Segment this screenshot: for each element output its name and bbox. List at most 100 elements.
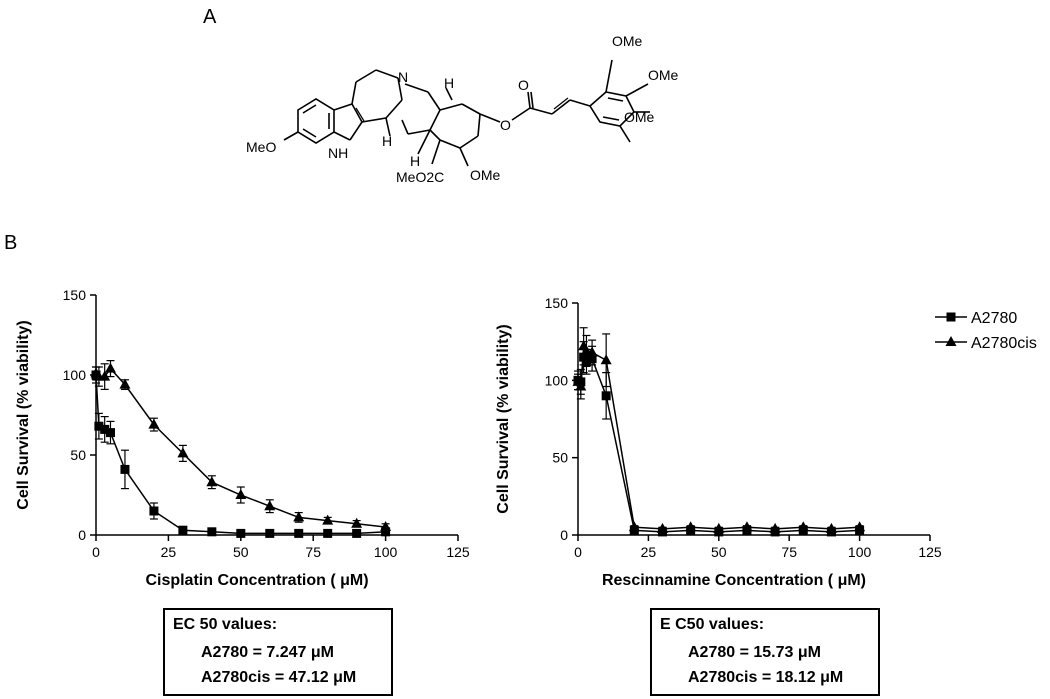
ec50-a2780cis-value: A2780cis = 18.12 μM [688, 669, 844, 686]
ec50-box-rescinnamine: E C50 values: A2780 = 15.73 μM A2780cis … [650, 608, 880, 696]
ec50-box-title: E C50 values: [660, 616, 765, 633]
data-point-triangle [322, 514, 334, 525]
chart-cisplatin: 0 50 100 150 0 25 50 75 100 125 Cisplatin Concentr… [15, 287, 470, 589]
molecule-bonds [283, 59, 650, 167]
data-point-triangle [104, 362, 116, 373]
series-a2780 [91, 366, 391, 538]
series-a2780cis [90, 360, 392, 531]
data-point-triangle [628, 521, 640, 532]
y-tick-label: 100 [545, 372, 569, 388]
x-axis-label: Cisplatin Concentration ( μM) [145, 572, 368, 589]
data-point-triangle [741, 521, 753, 532]
data-point-triangle [586, 346, 598, 357]
data-point-triangle [854, 521, 866, 532]
y-tick-label: 50 [70, 447, 86, 463]
x-tick-label: 75 [781, 544, 797, 560]
data-point-triangle [656, 522, 668, 533]
data-point-square [265, 528, 275, 538]
x-tick-label: 125 [918, 544, 942, 560]
y-tick-label: 50 [552, 450, 568, 466]
data-point-square [105, 428, 115, 438]
data-point-triangle [825, 522, 837, 533]
data-point-triangle [769, 522, 781, 533]
y-tick-label: 100 [63, 367, 87, 383]
atom-label-meo: MeO [246, 139, 276, 155]
data-point-square [323, 528, 333, 538]
atom-label-h-1: H [444, 75, 454, 91]
data-point-triangle [600, 354, 612, 365]
data-point-square [100, 424, 110, 434]
series-a2780cis [572, 327, 866, 533]
ec50-a2780cis-value: A2780cis = 47.12 μM [201, 669, 357, 686]
ec50-box-cisplatin: EC 50 values: A2780 = 7.247 μM A2780cis … [163, 608, 393, 696]
atom-label-ome-top: OMe [612, 33, 643, 49]
x-tick-label: 25 [641, 544, 657, 560]
data-point-triangle [575, 380, 587, 391]
y-axis-label: Cell Survival (% viability) [495, 324, 512, 513]
legend-label: A2780 [971, 310, 1017, 327]
legend-label: A2780cis [971, 335, 1037, 352]
chart-rescinnamine: 0 50 100 150 0 25 50 75 100 125 Rescinnamine Conce… [495, 295, 1037, 589]
y-tick-label: 0 [560, 527, 568, 543]
data-point-triangle [264, 500, 276, 511]
atom-label-o-carbonyl: O [518, 77, 529, 93]
ec50-a2780-value: A2780 = 7.247 μM [201, 644, 334, 661]
x-tick-label: 125 [446, 544, 470, 560]
panel-a-label: A [203, 6, 217, 28]
data-point-square [94, 421, 104, 431]
series-line [95, 374, 386, 535]
data-point-triangle [380, 521, 392, 531]
data-point-triangle [99, 370, 111, 381]
data-point-triangle [177, 447, 189, 458]
y-tick-label: 150 [545, 295, 569, 311]
atom-label-meo2c: MeO2C [396, 169, 444, 185]
data-point-triangle [293, 511, 305, 522]
x-tick-label: 50 [711, 544, 727, 560]
x-tick-label: 75 [305, 544, 321, 560]
data-point-triangle [797, 521, 809, 532]
data-point-square [381, 527, 391, 537]
y-tick-label: 0 [78, 527, 86, 543]
atom-label-h-3: H [382, 133, 392, 149]
legend-marker-square [946, 312, 956, 322]
data-point-triangle [206, 476, 218, 487]
atom-label-ome-mid: OMe [648, 67, 679, 83]
data-point-square [236, 528, 246, 538]
atom-label-o-ester: O [500, 117, 511, 133]
molecule-atom-labels: OMe OMe OMe O O N H H H MeO NH OMe MeO2C [246, 33, 679, 185]
legend: A2780 A2780cis [935, 310, 1037, 352]
data-point-square [207, 527, 217, 537]
y-axis-label: Cell Survival (% viability) [15, 320, 32, 509]
x-tick-label: 100 [374, 544, 398, 560]
atom-label-ome-low: OMe [624, 109, 655, 125]
data-point-square [178, 525, 188, 535]
data-point-triangle [119, 378, 131, 389]
data-point-triangle [235, 489, 247, 499]
data-point-square [352, 528, 362, 538]
ec50-box-title: EC 50 values: [173, 616, 278, 633]
data-point-square [294, 528, 304, 538]
ec50-a2780-value: A2780 = 15.73 μM [688, 644, 821, 661]
legend-marker-triangle [945, 336, 957, 346]
rescinnamine-structure: OMe OMe OMe O O N H H H MeO NH OMe MeO2C [246, 33, 679, 185]
data-point-square [149, 506, 159, 516]
x-axis-label: Rescinnamine Concentration ( μM) [602, 572, 866, 589]
atom-label-h-2: H [410, 153, 420, 169]
series-a2780 [573, 341, 865, 537]
atom-label-nh: NH [328, 145, 348, 161]
y-tick-label: 150 [63, 287, 87, 303]
data-point-triangle [713, 522, 725, 533]
data-point-square [120, 464, 130, 474]
data-point-triangle [351, 517, 363, 528]
data-point-square [601, 391, 611, 401]
x-tick-label: 50 [233, 544, 249, 560]
x-tick-label: 0 [574, 544, 582, 560]
panel-b-label: B [4, 232, 18, 254]
data-point-triangle [148, 418, 160, 429]
x-tick-label: 0 [92, 544, 100, 560]
x-tick-label: 25 [161, 544, 177, 560]
series-line [577, 343, 860, 530]
x-tick-label: 100 [848, 544, 872, 560]
atom-label-ome-ring: OMe [470, 167, 501, 183]
